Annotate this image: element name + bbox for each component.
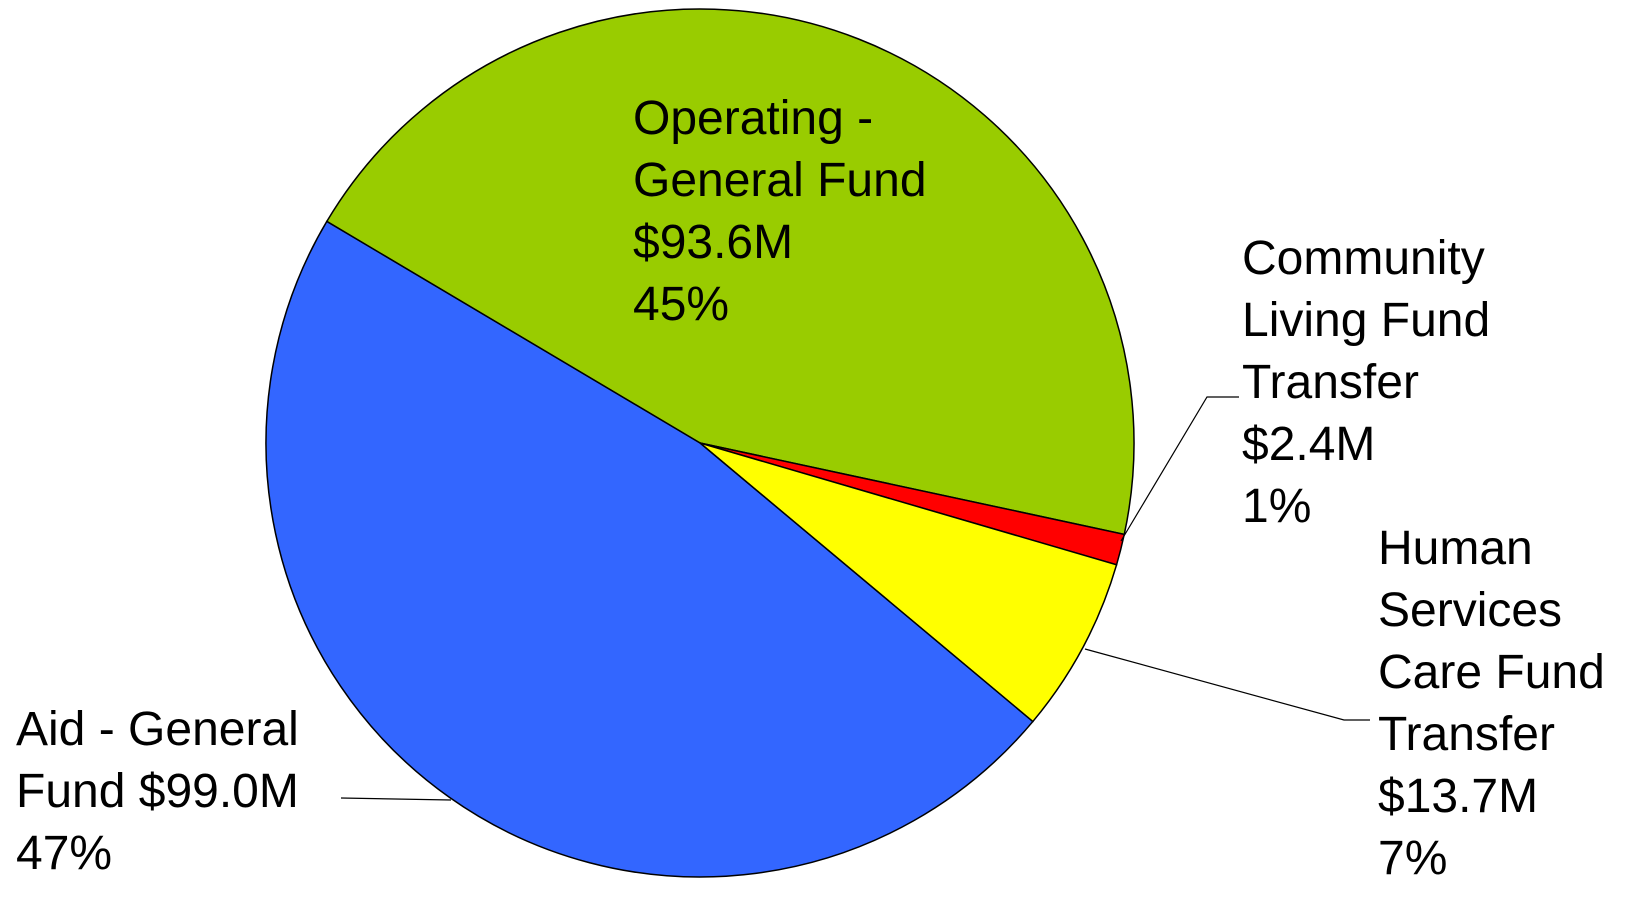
percent-label: 45% [633,278,730,331]
category-label: Human Services Care Fund Transfer [1378,522,1605,761]
leader-line [1084,648,1370,721]
value-label: $2.4M [1242,418,1376,471]
percent-label: 1% [1242,480,1312,533]
slice-label: Operating - General Fund $93.6M 45% [633,88,978,336]
pie-slice [325,8,1135,536]
percent-label: 7% [1378,832,1448,885]
slice-label: Aid - General Fund $99.0M 47% [16,699,361,885]
slice-label: Human Services Care Fund Transfer $13.7M… [1378,518,1643,890]
percent-label: 47% [16,827,113,880]
pie-slice [699,442,1118,723]
category-label: Aid - General Fund [16,703,299,818]
category-label: Community Living Fund Transfer [1242,232,1491,409]
leader-line [1120,396,1239,542]
value-label: $13.7M [1378,770,1539,823]
category-label: Operating - General Fund [633,92,927,207]
leader-line [340,797,452,801]
pie-slice [265,220,1034,878]
slice-label: Community Living Fund Transfer $2.4M 1% [1242,228,1542,538]
slices [265,8,1135,878]
value-label: $99.0M [138,765,299,818]
value-label: $93.6M [633,216,794,269]
